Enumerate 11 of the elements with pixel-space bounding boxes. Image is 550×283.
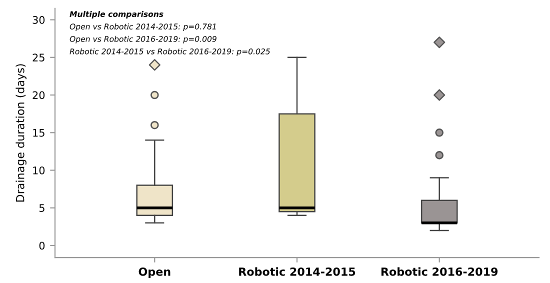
y-tick-label: 5 [39, 204, 44, 212]
y-tick-label: 0 [39, 242, 45, 250]
y-axis-title: Drainage duration (days) [16, 64, 26, 202]
x-tick-label: Robotic 2016-2019 [381, 267, 498, 276]
y-tick-label: 10 [33, 166, 45, 174]
y-tick-label: 20 [32, 91, 45, 100]
x-tick-label: Robotic 2014-2015 [239, 267, 356, 276]
y-tick-label: 15 [33, 128, 44, 137]
x-tick-label: Open [138, 267, 170, 278]
y-tick-label: 25 [32, 54, 44, 62]
y-tick-label: 30 [32, 16, 45, 24]
